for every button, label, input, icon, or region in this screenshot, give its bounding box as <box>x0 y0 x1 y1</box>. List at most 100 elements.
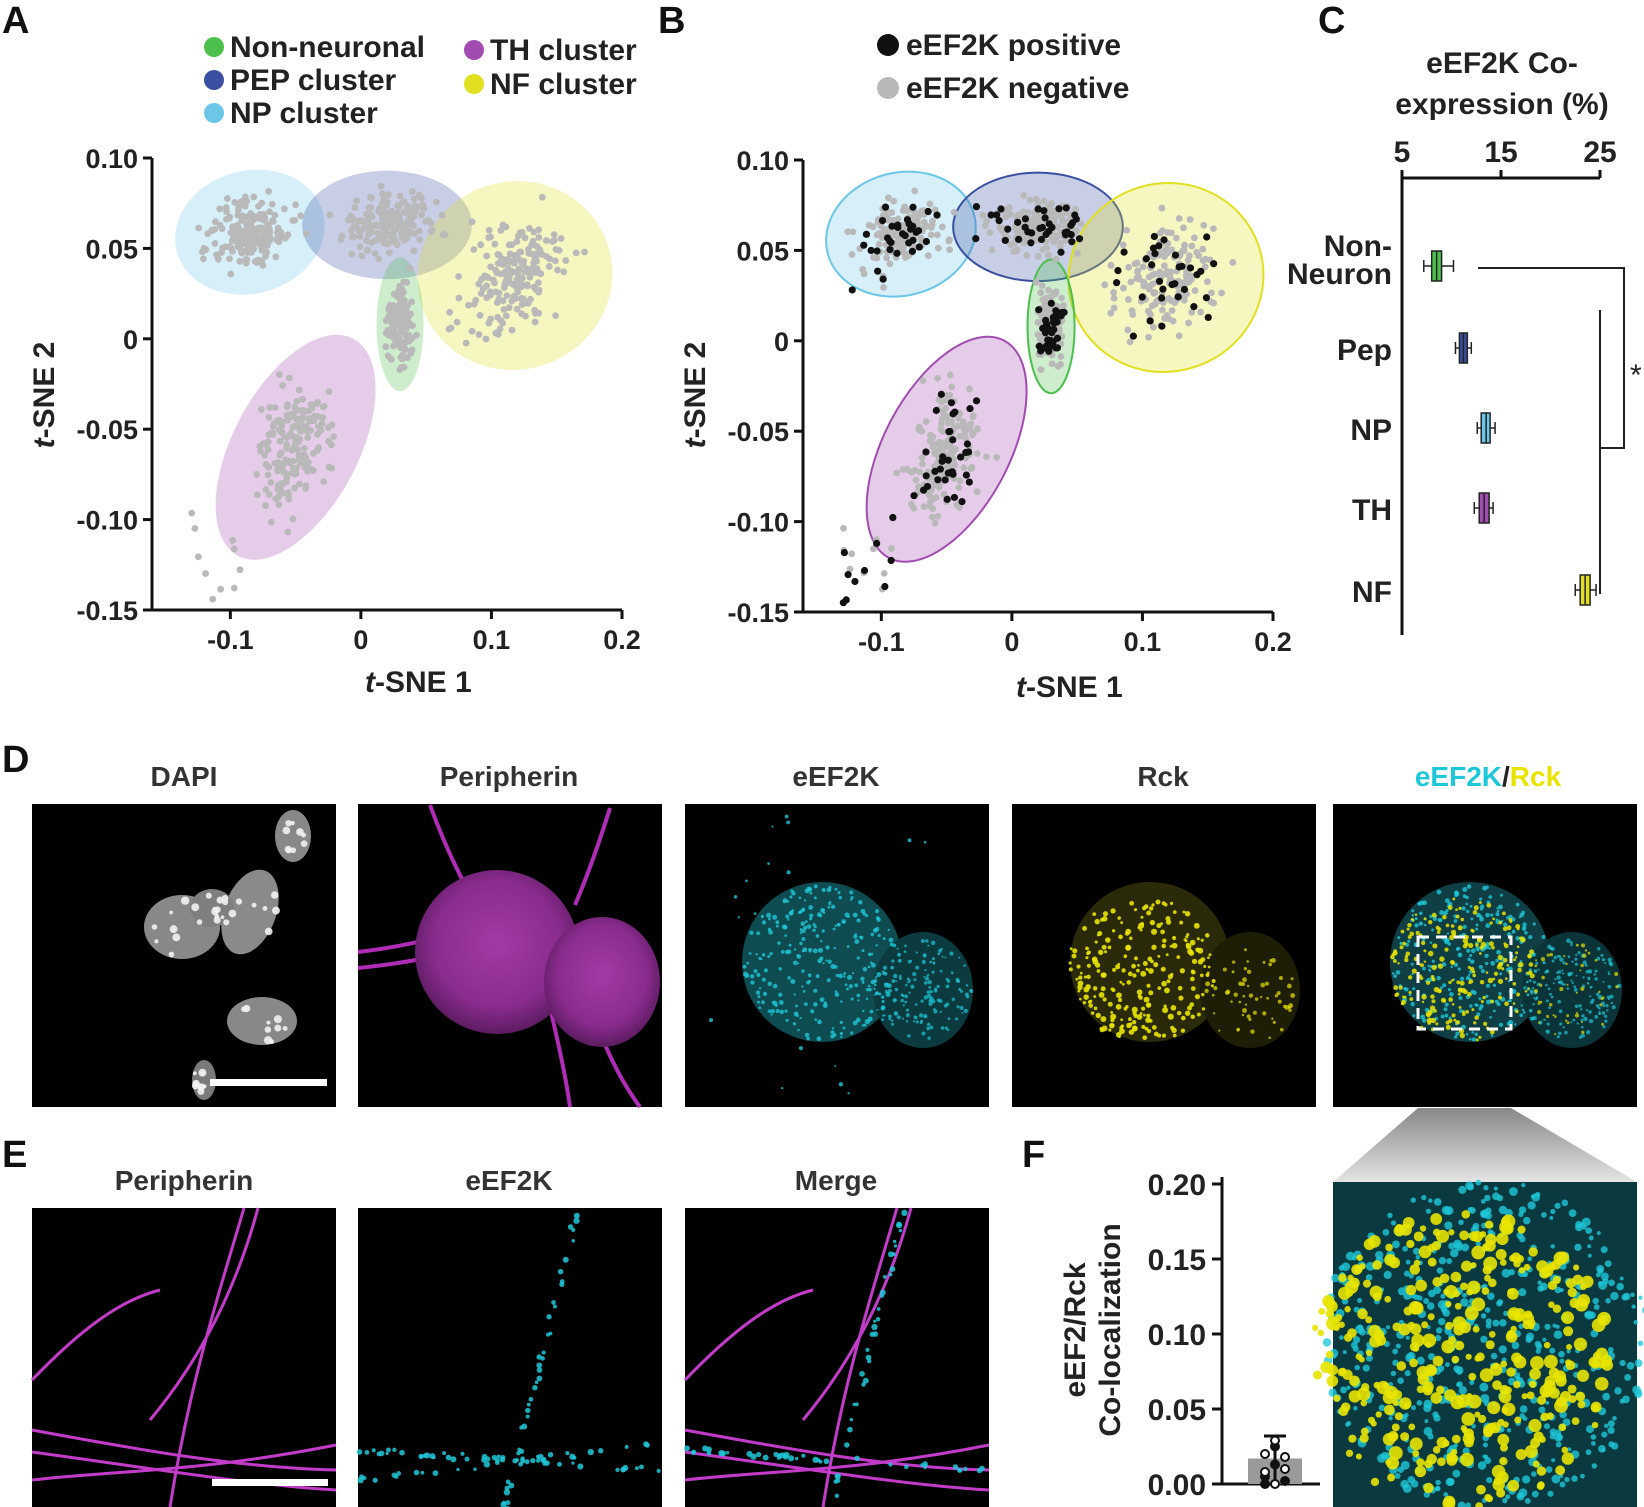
punctum <box>1497 995 1503 1000</box>
punctum <box>1574 957 1578 961</box>
punctum <box>364 1450 370 1455</box>
punctum <box>1471 1423 1476 1429</box>
punctum <box>1538 1406 1546 1414</box>
scatter-point <box>1110 294 1118 302</box>
punctum <box>1414 913 1418 916</box>
scatter-point <box>354 217 362 225</box>
punctum <box>1559 1411 1567 1419</box>
punctum <box>823 911 826 915</box>
punctum <box>1180 1015 1186 1021</box>
punctum <box>1605 1003 1609 1008</box>
scatter-point <box>285 374 293 382</box>
legend-swatch-np <box>204 103 224 123</box>
scatter-point <box>1114 266 1122 275</box>
punctum <box>1448 1018 1453 1024</box>
punctum <box>1545 1466 1553 1473</box>
punctum <box>1449 991 1454 997</box>
punctum <box>1427 1257 1437 1267</box>
scatter-point <box>901 231 909 240</box>
scatter-point <box>1045 251 1052 259</box>
scatter-point <box>236 258 244 265</box>
punctum <box>290 847 297 854</box>
punctum <box>1465 909 1470 914</box>
scatter-point <box>446 308 454 316</box>
punctum <box>1365 1316 1373 1324</box>
punctum <box>1536 1395 1547 1405</box>
scatter-point <box>932 406 940 415</box>
scatter-point <box>915 243 923 251</box>
punctum <box>848 984 854 989</box>
scatter-point <box>404 302 411 310</box>
punctum <box>1574 1243 1582 1251</box>
punctum <box>1361 1383 1370 1392</box>
punctum <box>1487 1292 1495 1300</box>
punctum <box>213 916 221 924</box>
ticks-b: -0.1 0 0.1 0.20.100.050-0.05-0.10-0.15 <box>727 146 1291 657</box>
scatter-point <box>234 237 242 245</box>
punctum <box>856 956 860 960</box>
punctum <box>1567 1447 1572 1452</box>
punctum <box>1485 1340 1495 1350</box>
punctum <box>923 954 927 958</box>
scatter-point <box>1072 206 1079 213</box>
punctum <box>1252 1010 1257 1015</box>
scatter-point <box>1048 360 1056 368</box>
punctum <box>769 951 773 956</box>
scatter-point <box>1210 260 1218 268</box>
punctum <box>1548 1367 1560 1379</box>
punctum <box>1582 1224 1587 1230</box>
punctum <box>878 992 882 996</box>
punctum <box>1594 969 1598 973</box>
scatter-point <box>291 403 299 411</box>
punctum <box>1559 1481 1566 1488</box>
punctum <box>1476 937 1483 943</box>
punctum <box>1400 1432 1410 1442</box>
punctum <box>1408 993 1412 997</box>
punctum <box>793 960 798 966</box>
scatter-point <box>1034 205 1042 213</box>
punctum <box>832 927 836 931</box>
punctum <box>1457 1501 1466 1507</box>
punctum <box>1496 909 1500 913</box>
scatter-point <box>258 199 266 207</box>
punctum <box>1488 1331 1496 1338</box>
punctum <box>1513 958 1516 962</box>
punctum <box>1420 1014 1425 1020</box>
punctum <box>1514 1416 1522 1424</box>
scatter-point <box>362 237 370 244</box>
scatter-point <box>1027 239 1035 247</box>
punctum <box>644 1442 650 1448</box>
punctum <box>819 997 825 1003</box>
punctum <box>1443 910 1448 916</box>
scatter-point <box>518 301 526 308</box>
scatter-point <box>499 319 507 327</box>
punctum <box>1460 1282 1468 1291</box>
punctum <box>1125 928 1132 935</box>
punctum <box>1077 989 1081 993</box>
punctum <box>1414 923 1419 928</box>
punctum <box>854 1455 860 1462</box>
punctum <box>1566 1349 1571 1354</box>
punctum <box>1498 1390 1512 1404</box>
punctum <box>520 1456 525 1462</box>
scatter-point <box>562 257 570 264</box>
punctum <box>1608 1279 1615 1287</box>
punctum <box>1177 985 1183 991</box>
punctum <box>1243 966 1248 971</box>
punctum <box>1527 1201 1536 1210</box>
punctum <box>1392 1240 1400 1249</box>
punctum <box>1540 1412 1549 1422</box>
y-tick-label: -0.10 <box>727 508 789 538</box>
punctum <box>750 980 755 985</box>
punctum <box>1567 955 1571 959</box>
punctum <box>1446 1258 1453 1264</box>
punctum <box>849 890 854 895</box>
scatter-point <box>403 337 411 345</box>
punctum <box>833 1479 838 1484</box>
scatter-point <box>1019 208 1027 216</box>
punctum <box>1424 1459 1433 1469</box>
punctum <box>1362 1279 1372 1288</box>
punctum <box>1546 1022 1550 1026</box>
scatter-point <box>364 246 371 254</box>
punctum <box>1134 956 1138 961</box>
